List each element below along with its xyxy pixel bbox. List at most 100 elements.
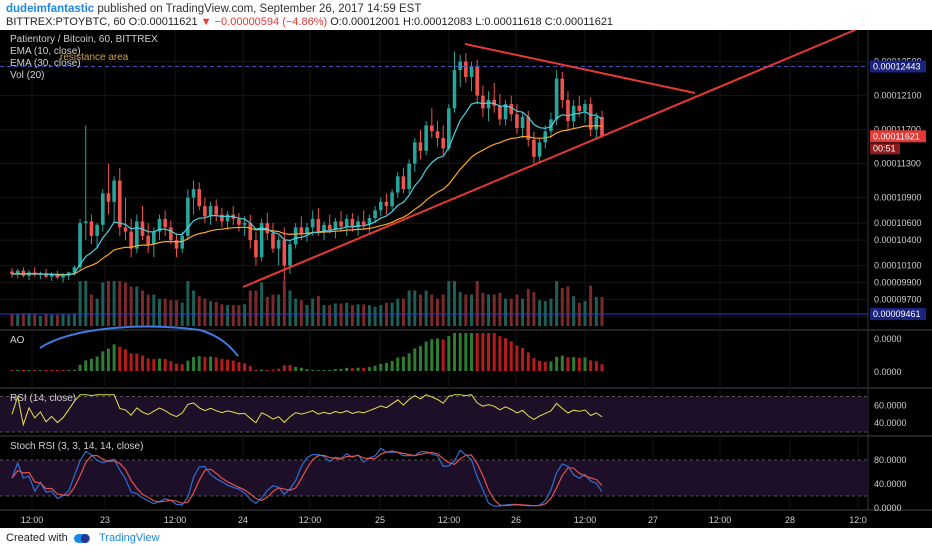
candle-body: [61, 275, 65, 278]
volume-bar: [339, 303, 343, 326]
candle-body: [447, 108, 451, 149]
volume-bar: [396, 298, 400, 326]
volume-bar: [435, 298, 439, 326]
volume-bar: [140, 290, 144, 326]
cloud-dark-icon: [81, 533, 89, 543]
volume-bar: [33, 314, 37, 326]
ao-bar: [464, 333, 468, 371]
ao-bar: [282, 365, 286, 371]
volume-bar: [231, 305, 235, 326]
volume-bar: [589, 285, 593, 326]
time-tick-label: 23: [100, 515, 110, 525]
volume-bar: [401, 298, 405, 326]
stoch-band: [0, 460, 868, 496]
time-tick-label: 26: [511, 515, 521, 525]
symbol-label: BITTREX:PTOYBTC, 60: [6, 16, 126, 28]
ohlc-high: H:0.00012083: [403, 16, 473, 28]
ema30-line: [11, 124, 603, 276]
candle-body: [237, 218, 241, 225]
price-tick-label: 0.00009700: [874, 295, 922, 305]
volume-bar: [498, 292, 502, 326]
volume-bar: [123, 282, 127, 326]
volume-bar: [89, 294, 93, 326]
ao-bar: [299, 367, 303, 371]
candle-body: [367, 218, 372, 225]
current-price-badge-bg: [870, 130, 926, 143]
volume-bar: [106, 281, 110, 326]
candle-body: [44, 273, 48, 277]
resistance-price-badge: 0.00012443: [873, 61, 921, 71]
ao-bar: [118, 346, 122, 371]
time-tick-label: 12:00: [574, 515, 597, 525]
ao-bar: [441, 339, 445, 371]
candle-body: [333, 221, 338, 230]
candle-body: [282, 240, 287, 266]
ao-bar: [21, 370, 25, 371]
ao-bar: [152, 359, 156, 371]
ao-bar: [577, 357, 581, 371]
candle-body: [163, 218, 167, 228]
candle-body: [356, 221, 360, 228]
ascending-trendline: [242, 30, 856, 288]
ao-bar: [589, 360, 593, 371]
volume-bar: [407, 290, 411, 326]
price-tick-label: 0.00010900: [874, 193, 922, 203]
ao-bar: [237, 362, 241, 371]
legend-stoch: Stoch RSI (3, 3, 14, 14, close): [10, 441, 144, 452]
ao-bar: [390, 360, 394, 371]
volume-bar: [67, 314, 71, 326]
ao-bar: [146, 358, 150, 371]
ao-bar: [515, 345, 519, 371]
ao-bar: [209, 356, 213, 371]
ao-bar: [169, 361, 173, 371]
candle-body: [594, 116, 599, 130]
volume-bar: [192, 290, 196, 326]
volume-bar: [328, 305, 332, 326]
volume-bar: [277, 294, 281, 326]
price-tick-label: 0.00011300: [874, 159, 921, 169]
rsi-tick-label: 60.0000: [874, 400, 907, 410]
ao-bar: [509, 341, 513, 371]
resistance-label: resistance area: [60, 52, 129, 63]
ao-tick-label: 0.0000: [874, 334, 902, 344]
candle-body: [481, 95, 485, 109]
tradingview-logo[interactable]: TradingView: [74, 532, 160, 544]
volume-bar: [135, 286, 139, 326]
ao-bar: [260, 369, 264, 371]
candle-body: [458, 61, 462, 71]
ao-bar: [38, 370, 42, 371]
volume-bar: [350, 305, 354, 326]
candle-body: [10, 271, 14, 275]
ao-bar: [101, 351, 105, 371]
volume-bar: [367, 305, 371, 326]
volume-bar: [356, 304, 360, 326]
created-with-text: Created with: [6, 532, 68, 544]
ohlc-close: C:0.00011621: [544, 16, 614, 28]
price-tick-label: 0.00010600: [874, 218, 922, 228]
candle-body: [174, 240, 179, 249]
ao-bar: [481, 333, 485, 371]
publish-info: dudeimfantastic published on TradingView…: [6, 3, 421, 15]
ao-bar: [555, 356, 559, 371]
ao-bar: [67, 370, 71, 371]
ao-bar: [379, 363, 383, 371]
ao-bar: [526, 352, 530, 371]
volume-bar: [186, 281, 190, 326]
ao-bar: [504, 338, 508, 371]
candle-body: [549, 119, 553, 132]
ao-bar: [305, 369, 309, 371]
author-link[interactable]: dudeimfantastic: [6, 3, 95, 15]
time-tick-label: 12:00: [299, 515, 322, 525]
time-tick-label: 27: [648, 515, 658, 525]
ao-bar: [367, 367, 371, 371]
ao-bar: [521, 347, 525, 371]
ao-bar: [600, 364, 604, 371]
chart-svg[interactable]: 0.000125000.000121000.000117000.00011300…: [0, 30, 932, 528]
ao-bar: [384, 363, 388, 371]
legend-rsi: RSI (14, close): [10, 393, 77, 404]
candle-body: [293, 227, 298, 245]
ao-bar: [538, 360, 542, 371]
chart-canvas[interactable]: 0.000125000.000121000.000117000.00011300…: [0, 30, 932, 528]
candle-body: [135, 221, 139, 249]
ao-bar: [475, 333, 479, 371]
